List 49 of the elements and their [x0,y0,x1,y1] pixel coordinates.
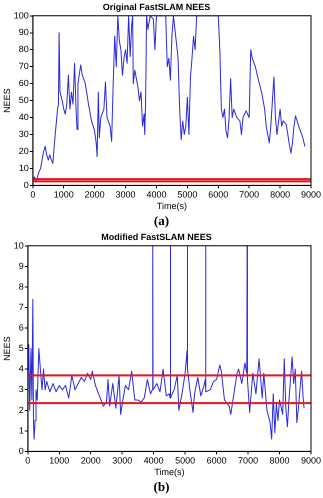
x-tick-label: 3000 [116,189,136,200]
text: (b) [152,478,170,496]
y-tick-label: 90 [18,27,29,38]
y-tick-label: 0 [18,446,24,456]
x-tick-label: 7000 [239,189,260,200]
text: (a) [152,212,170,230]
y-tick-label: 3 [18,384,24,394]
x-tick-label: 5000 [177,189,198,200]
chart-title: Modified FastSLAM NEES [101,232,212,242]
y-tick-label: 9 [18,260,24,271]
x-tick-label: 9000 [300,455,322,466]
y-tick-label: 80 [18,44,29,54]
x-tick-label: 1000 [54,189,74,200]
x-tick-label: 4000 [144,455,164,466]
chart-title: Original FastSLAM NEES [102,2,210,12]
x-tick-label: 0 [30,189,36,200]
x-tick-label: 4000 [146,189,166,200]
y-tick-label: 60 [18,78,29,88]
y-tick-label: 50 [18,95,29,106]
x-tick-label: 8000 [270,189,290,200]
y-tick-label: 30 [18,129,29,140]
x-tick-label: 3000 [112,455,132,466]
y-tick-label: 40 [18,112,29,122]
x-tick-label: 6000 [208,189,228,200]
y-tick-label: 5 [18,343,24,354]
y-tick-label: 10 [14,240,24,250]
y-tick-label: 20 [18,146,29,156]
x-tick-label: 1000 [49,455,70,466]
y-tick-label: 1 [18,425,24,436]
y-tick-label: 6 [18,322,24,333]
y-axis-title: NEES [2,88,12,113]
y-tick-label: 0 [24,180,29,190]
x-tick-label: 2000 [84,189,105,200]
x-tick-label: 9000 [300,189,322,200]
y-tick-label: 100 [14,10,29,20]
x-tick-label: 6000 [206,455,227,466]
x-tick-label: 2000 [80,455,101,466]
x-tick-label: 7000 [238,455,258,466]
x-axis-title: Time(s) [156,201,187,212]
y-tick-label: 70 [18,61,29,72]
x-tick-label: 5000 [175,455,196,466]
y-tick-label: 2 [18,404,24,415]
y-tick-label: 7 [18,302,24,312]
y-tick-label: 8 [18,281,24,292]
y-tick-label: 10 [18,162,29,173]
x-axis-title: Time(s) [154,467,184,478]
y-axis-title: NEES [2,336,12,361]
y-tick-label: 4 [18,364,24,374]
x-tick-label: 8000 [270,455,290,466]
